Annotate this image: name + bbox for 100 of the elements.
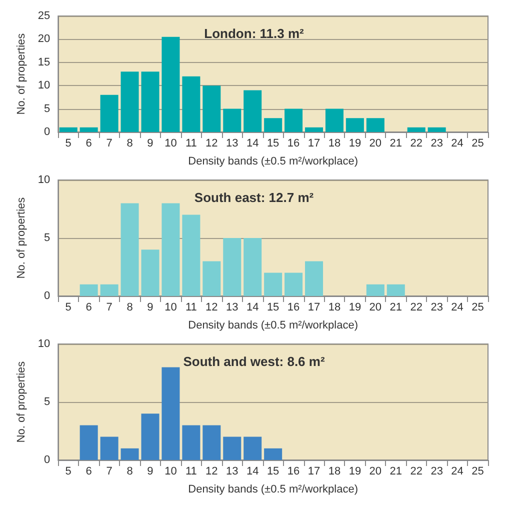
x-tick-label: 17 bbox=[308, 302, 320, 314]
bar bbox=[162, 367, 180, 460]
x-tick-label: 23 bbox=[430, 302, 443, 314]
bar bbox=[305, 261, 324, 296]
text: South east: 12.7 m² bbox=[194, 190, 314, 205]
y-tick-label: 5 bbox=[44, 396, 50, 408]
x-tick-label: 19 bbox=[348, 466, 362, 478]
bar bbox=[182, 214, 200, 296]
x-tick-label: 6 bbox=[86, 138, 92, 150]
bar bbox=[223, 238, 242, 296]
x-tick-label: 17 bbox=[308, 466, 320, 478]
x-tick-label: 21 bbox=[390, 138, 402, 150]
y-axis-title: No. of properties bbox=[16, 360, 28, 443]
bar bbox=[407, 127, 426, 132]
bar bbox=[202, 86, 221, 132]
bar bbox=[428, 127, 446, 132]
x-axis-title: Density bands (±0.5 m²/workplace) bbox=[188, 484, 358, 496]
x-tick-label: 9 bbox=[147, 302, 154, 314]
x-tick-label: 21 bbox=[390, 466, 402, 478]
x-tick-label: 13 bbox=[226, 466, 238, 478]
x-tick-label: 22 bbox=[410, 466, 422, 478]
bar bbox=[182, 425, 200, 460]
x-tick-label: 15 bbox=[266, 302, 280, 314]
y-tick-label: 10 bbox=[38, 174, 50, 186]
x-tick-label: 25 bbox=[472, 302, 484, 314]
bar bbox=[80, 425, 98, 460]
x-tick-label: 7 bbox=[106, 466, 112, 478]
bar bbox=[386, 284, 405, 296]
x-tick-label: 6 bbox=[86, 466, 92, 478]
x-tick-label: 20 bbox=[369, 466, 382, 478]
bar bbox=[162, 203, 180, 296]
bar bbox=[346, 118, 364, 132]
bar bbox=[100, 436, 118, 460]
y-tick-label: 25 bbox=[38, 10, 50, 22]
bar bbox=[223, 108, 242, 132]
x-tick-label: 21 bbox=[390, 302, 402, 314]
x-tick-label: 15 bbox=[266, 138, 280, 150]
bar bbox=[244, 90, 262, 132]
bar bbox=[141, 414, 160, 460]
bar bbox=[202, 425, 221, 460]
bar bbox=[202, 261, 221, 296]
x-tick-label: 12 bbox=[206, 138, 218, 150]
bar bbox=[80, 284, 98, 296]
x-tick-label: 8 bbox=[126, 138, 133, 150]
x-tick-label: 24 bbox=[451, 466, 464, 478]
x-tick-label: 10 bbox=[164, 302, 177, 314]
x-tick-label: 16 bbox=[287, 302, 300, 314]
x-tick-label: 23 bbox=[430, 138, 443, 150]
x-tick-label: 9 bbox=[147, 138, 154, 150]
x-tick-label: 11 bbox=[185, 466, 197, 478]
bar bbox=[305, 127, 324, 132]
bar bbox=[182, 76, 200, 132]
x-tick-label: 7 bbox=[106, 138, 112, 150]
bar bbox=[264, 118, 282, 132]
bar bbox=[366, 118, 384, 132]
y-tick-label: 0 bbox=[44, 126, 50, 138]
bar bbox=[284, 272, 303, 296]
x-tick-label: 22 bbox=[410, 302, 422, 314]
bar bbox=[120, 203, 139, 296]
bar bbox=[284, 108, 303, 132]
x-tick-label: 19 bbox=[348, 138, 362, 150]
bar bbox=[223, 436, 242, 460]
y-tick-label: 5 bbox=[44, 102, 50, 115]
x-tick-label: 5 bbox=[65, 466, 72, 478]
x-tick-label: 24 bbox=[451, 138, 464, 150]
x-tick-label: 24 bbox=[451, 302, 464, 314]
y-tick-label: 20 bbox=[38, 33, 50, 46]
y-tick-label: 10 bbox=[38, 80, 50, 92]
x-tick-label: 20 bbox=[369, 138, 382, 150]
bar bbox=[366, 284, 384, 296]
x-axis-title: Density bands (±0.5 m²/workplace) bbox=[188, 320, 358, 332]
bar bbox=[141, 72, 160, 132]
y-tick-label: 15 bbox=[38, 56, 50, 68]
bar bbox=[141, 250, 160, 296]
y-tick-label: 10 bbox=[38, 338, 50, 350]
text: London: 11.3 m² bbox=[204, 26, 305, 41]
x-tick-label: 10 bbox=[164, 466, 177, 478]
x-tick-label: 5 bbox=[65, 138, 72, 150]
bar bbox=[244, 238, 262, 296]
x-tick-label: 11 bbox=[185, 302, 197, 314]
x-tick-label: 12 bbox=[206, 302, 218, 314]
x-tick-label: 16 bbox=[287, 138, 300, 150]
text: South and west: 8.6 m² bbox=[183, 354, 326, 369]
x-tick-label: 15 bbox=[266, 466, 280, 478]
x-tick-label: 22 bbox=[410, 138, 422, 150]
x-tick-label: 20 bbox=[369, 302, 382, 314]
bar bbox=[264, 448, 282, 460]
x-tick-label: 19 bbox=[348, 302, 362, 314]
bar bbox=[80, 127, 98, 132]
x-tick-label: 8 bbox=[126, 466, 133, 478]
x-tick-label: 6 bbox=[86, 302, 92, 314]
x-tick-label: 14 bbox=[246, 138, 259, 150]
x-tick-label: 18 bbox=[328, 138, 341, 150]
x-tick-label: 14 bbox=[246, 302, 259, 314]
bar bbox=[325, 108, 344, 132]
y-tick-label: 5 bbox=[44, 232, 50, 244]
x-tick-label: 12 bbox=[206, 466, 218, 478]
bar bbox=[162, 36, 180, 132]
bar bbox=[264, 272, 282, 296]
bar bbox=[100, 284, 118, 296]
